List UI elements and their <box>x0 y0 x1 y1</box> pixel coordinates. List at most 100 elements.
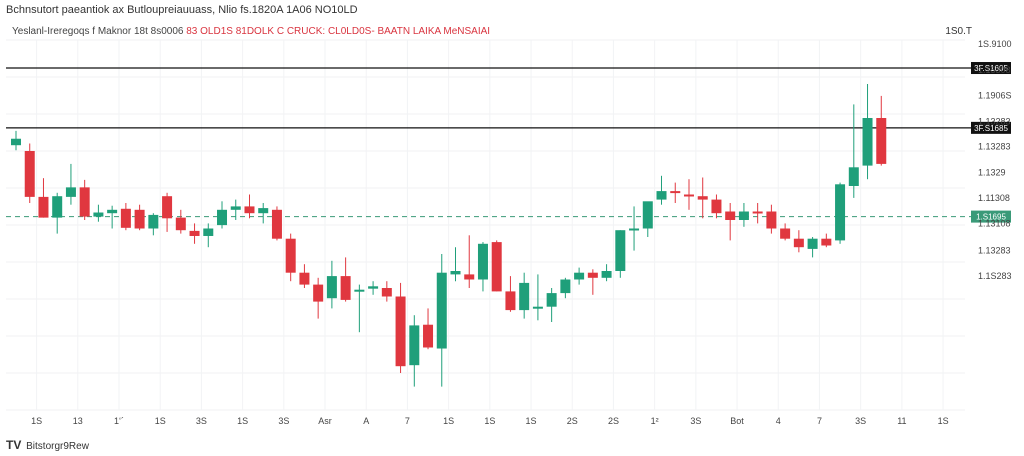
candle-body[interactable] <box>848 167 859 186</box>
y-axis-tick-label: 1S.9100 <box>978 39 1012 49</box>
x-axis-tick-label: 1S <box>526 416 537 426</box>
candle-body[interactable] <box>670 191 681 194</box>
candle-body[interactable] <box>285 238 296 273</box>
candle-body[interactable] <box>587 272 598 278</box>
price-line-label: 3F.S1605 <box>974 64 1008 73</box>
price-line-tag <box>971 210 1011 223</box>
x-axis-tick-label: 3S <box>196 416 207 426</box>
legend-symbol[interactable]: Yeslanl-Ireregoqs <box>12 26 90 37</box>
candle-body[interactable] <box>299 272 310 285</box>
tradingview-logo-icon[interactable]: TV <box>6 438 22 452</box>
y-axis-tick-label: 1.1329 <box>978 167 1006 177</box>
candle-body[interactable] <box>821 238 832 246</box>
x-axis-tick-label: 4 <box>776 416 781 426</box>
candle-body[interactable] <box>491 242 502 292</box>
x-axis-tick-label: 13 <box>73 416 83 426</box>
y-axis-tick-label: 1.1S283 <box>978 271 1012 281</box>
candle-body[interactable] <box>725 211 736 221</box>
candle-body[interactable] <box>244 206 255 214</box>
candle-body[interactable] <box>450 271 461 275</box>
candle-body[interactable] <box>835 184 846 241</box>
candle-body[interactable] <box>532 306 543 309</box>
x-axis-tick-label: A <box>363 416 369 426</box>
candle-body[interactable] <box>11 138 21 146</box>
candle-body[interactable] <box>52 196 63 218</box>
candle-body[interactable] <box>615 230 626 271</box>
candle-body[interactable] <box>423 324 434 348</box>
candle-body[interactable] <box>862 118 873 166</box>
candle-body[interactable] <box>601 271 612 278</box>
candle-body[interactable] <box>519 282 530 311</box>
candle-body[interactable] <box>642 201 653 229</box>
candle-body[interactable] <box>876 118 887 164</box>
candle-body[interactable] <box>381 288 392 297</box>
candle-body[interactable] <box>148 214 159 229</box>
y-axis-tick-label: 1.1906S <box>978 91 1012 101</box>
candle-body[interactable] <box>793 238 804 248</box>
candle-body[interactable] <box>807 238 818 249</box>
legend-code: 8s0006 <box>150 26 184 37</box>
candle-body[interactable] <box>505 291 516 311</box>
candle-body[interactable] <box>477 243 488 280</box>
candle-body[interactable] <box>546 293 557 307</box>
x-axis-tick-label: 2S <box>608 416 619 426</box>
candle-body[interactable] <box>368 286 379 289</box>
candle-body[interactable] <box>217 209 228 226</box>
candle-body[interactable] <box>340 276 351 300</box>
candle-body[interactable] <box>629 228 640 231</box>
candle-body[interactable] <box>697 196 708 200</box>
x-axis-tick-label: 3S <box>855 416 866 426</box>
candle-body[interactable] <box>354 289 365 292</box>
candle-body[interactable] <box>189 230 200 236</box>
candle-body[interactable] <box>134 209 145 229</box>
x-axis-tick-label: 1S <box>443 416 454 426</box>
candle-body[interactable] <box>38 196 49 218</box>
brand-text: Bitstorgr9Rew <box>26 441 89 452</box>
x-axis-tick-label: Asr <box>318 416 332 426</box>
x-axis-tick-label: 1‘´ <box>114 416 124 426</box>
candle-body[interactable] <box>395 296 406 367</box>
candle-body[interactable] <box>120 208 131 228</box>
candle-body[interactable] <box>65 187 76 197</box>
candle-body[interactable] <box>175 217 186 231</box>
x-axis-tick-label: Bot <box>730 416 744 426</box>
x-axis-tick-label: 1S <box>31 416 42 426</box>
y-axis-tick-label: 1.13283 <box>978 142 1011 152</box>
symbol-legend: Yeslanl-Ireregoqs f Maknor 18t 8s0006 83… <box>12 26 490 37</box>
candle-body[interactable] <box>780 228 791 239</box>
brand-footer: TV Bitstorgr9Rew <box>6 438 89 452</box>
candle-body[interactable] <box>203 228 214 236</box>
candle-body[interactable] <box>409 325 420 366</box>
candle-body[interactable] <box>766 211 777 229</box>
candle-body[interactable] <box>93 212 104 217</box>
x-axis-tick-label: 2S <box>567 416 578 426</box>
candle-body[interactable] <box>24 150 35 197</box>
candle-body[interactable] <box>464 274 475 280</box>
candle-body[interactable] <box>738 211 749 221</box>
legend-number: 18t <box>133 26 148 37</box>
y-axis-tick-label: 1.13283 <box>978 245 1011 255</box>
candle-body[interactable] <box>230 206 241 210</box>
candle-body[interactable] <box>107 209 118 214</box>
candle-body[interactable] <box>683 194 694 197</box>
candle-body[interactable] <box>752 211 763 214</box>
candle-body[interactable] <box>560 279 571 294</box>
legend-tail: BAATN LAIKA MeNSAIAI <box>377 26 491 37</box>
candle-body[interactable] <box>258 208 269 214</box>
y-axis-tick-label: 1.13108 <box>978 219 1011 229</box>
candle-body[interactable] <box>326 276 337 299</box>
x-axis-tick-label: 11 <box>897 416 906 426</box>
y-axis-tick-label: 1.15308 <box>978 65 1011 75</box>
x-axis-tick-label: 1S <box>484 416 495 426</box>
candle-body[interactable] <box>79 187 90 217</box>
candle-body[interactable] <box>436 272 447 349</box>
candle-body[interactable] <box>574 272 585 280</box>
candle-body[interactable] <box>313 284 324 302</box>
candle-body[interactable] <box>656 191 667 200</box>
candle-body[interactable] <box>711 199 722 214</box>
candle-body[interactable] <box>162 196 173 219</box>
candle-body[interactable] <box>271 209 282 239</box>
price-line-tag <box>971 121 1011 134</box>
legend-separator: f <box>92 26 96 37</box>
